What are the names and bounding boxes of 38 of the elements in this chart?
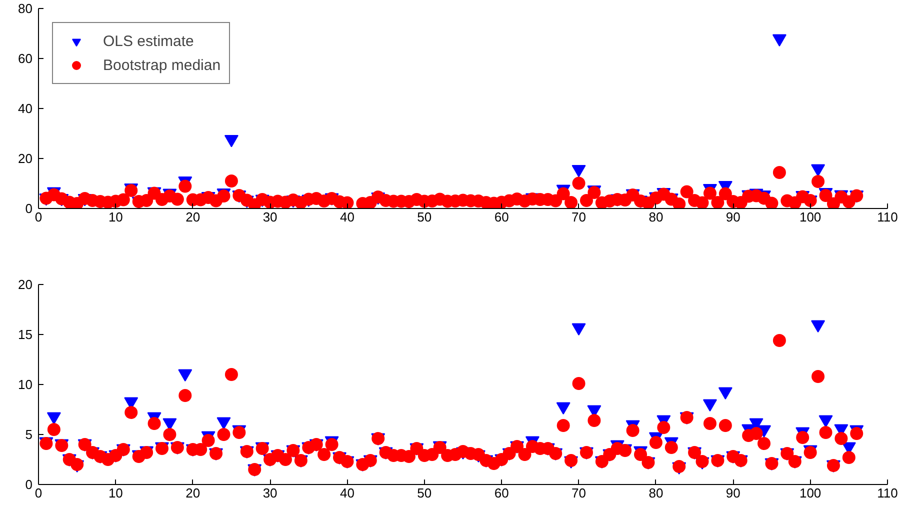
x-tick-label: 100 — [799, 210, 822, 224]
legend-label: OLS estimate — [103, 32, 194, 50]
point — [224, 134, 238, 148]
x-tick-label: 20 — [186, 486, 200, 500]
y-tick-label: 60 — [18, 51, 33, 66]
x-tick-label: 50 — [417, 210, 432, 224]
x-tick-label: 110 — [877, 210, 898, 224]
point — [772, 34, 786, 47]
y-tick-label: 20 — [18, 277, 33, 292]
x-tick-label: 60 — [494, 486, 509, 500]
x-tick-label: 10 — [108, 210, 123, 224]
legend-label: Bootstrap median — [103, 56, 221, 74]
x-tick-label: 60 — [494, 210, 509, 224]
x-tick-label: 30 — [262, 210, 278, 224]
x-tick-label: 80 — [648, 210, 664, 224]
x-tick-label: 110 — [877, 486, 898, 500]
x-tick-label: 0 — [34, 210, 42, 224]
x-tick-label: 10 — [108, 486, 123, 500]
y-tick-label: 80 — [18, 1, 33, 16]
x-tick-label: 40 — [340, 210, 354, 224]
point — [811, 164, 826, 177]
x-tick-label: 30 — [262, 486, 278, 500]
x-tick-label: 100 — [799, 486, 822, 500]
x-tick-label: 40 — [340, 486, 354, 500]
x-tick-label: 20 — [186, 210, 200, 224]
x-tick-label: 90 — [726, 486, 740, 500]
x-tick-label: 80 — [648, 486, 664, 500]
y-tick-label: 40 — [18, 101, 33, 116]
y-tick-label: 20 — [18, 151, 33, 166]
y-tick-label: 10 — [18, 377, 33, 392]
x-tick-label: 70 — [572, 486, 586, 500]
y-tick-label: 5 — [25, 427, 33, 442]
x-tick-label: 70 — [572, 210, 586, 224]
x-tick-label: 0 — [34, 486, 42, 500]
x-tick-label: 90 — [726, 210, 740, 224]
x-tick-label: 50 — [417, 486, 432, 500]
y-tick-label: 15 — [18, 327, 33, 342]
point — [572, 164, 586, 178]
